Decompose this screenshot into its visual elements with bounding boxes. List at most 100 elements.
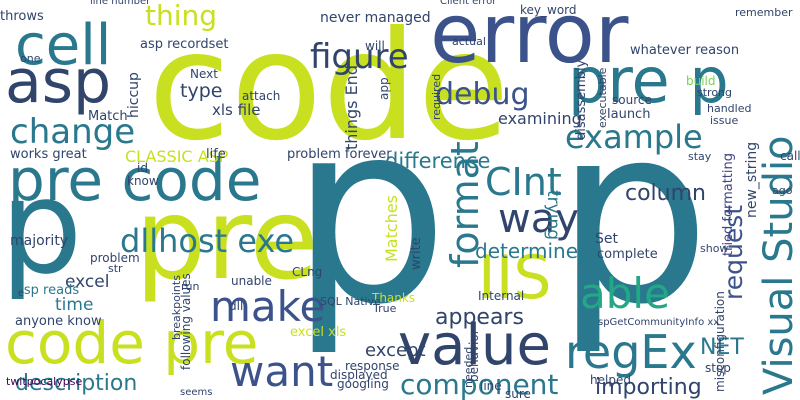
word: source (612, 93, 652, 107)
word: displayed (330, 368, 388, 382)
word: misconfiguration (713, 291, 727, 392)
word: ago (772, 184, 793, 197)
word: xls file (212, 101, 260, 119)
word: executable (596, 67, 609, 128)
word: never managed (320, 10, 431, 26)
word: request (719, 205, 748, 300)
word: line (480, 379, 502, 393)
word: whatever reason (630, 43, 739, 58)
word: disassembly (574, 59, 589, 140)
word: Visual Studio (756, 135, 800, 395)
word: asp recordset (140, 37, 229, 52)
word: debug (435, 77, 530, 112)
word: way (498, 196, 579, 242)
word: format (443, 141, 487, 268)
word: time (55, 295, 93, 315)
word: build (686, 74, 716, 88)
word: hiccup (126, 72, 142, 118)
word: pre (135, 175, 319, 305)
word: excel (65, 272, 109, 292)
word: will (365, 39, 385, 53)
word: life (206, 147, 226, 162)
word: regEx (565, 325, 697, 379)
word: behavior (467, 329, 481, 382)
word: importing (595, 375, 702, 400)
word: required (430, 74, 443, 120)
word: Asp reads (15, 283, 79, 298)
word: twitpocalypse (6, 375, 82, 388)
word: attach (242, 89, 280, 103)
word: str (108, 262, 123, 275)
word: CLng (292, 265, 322, 279)
word: launch (607, 107, 650, 122)
word: pre p (568, 44, 729, 117)
word: run (181, 280, 199, 293)
word: NET (700, 335, 744, 360)
word: sure (505, 387, 531, 400)
word: tried formatting (721, 153, 736, 256)
word: show (700, 242, 728, 255)
word: want (230, 347, 333, 396)
word: breakpoints (170, 275, 183, 340)
word: unable (231, 274, 272, 288)
word: except (365, 340, 426, 361)
word: complete (597, 247, 658, 262)
word: Next (190, 67, 218, 81)
word: anyone know (15, 314, 102, 329)
word: Match (88, 109, 128, 124)
word: p (0, 151, 83, 303)
word: pre code (8, 146, 261, 214)
word: CInt (485, 160, 562, 204)
word: example (565, 118, 703, 156)
word: change (10, 112, 135, 152)
word: code (148, 0, 510, 174)
word: Set (595, 231, 619, 247)
word: following values (179, 273, 193, 370)
word: response (345, 359, 400, 373)
word: examining (498, 109, 582, 128)
word: things End (342, 65, 361, 150)
word: able (580, 269, 670, 318)
word: figure (310, 37, 409, 77)
word: SQL Native (320, 295, 381, 308)
word: majority (10, 233, 68, 249)
word: trying (543, 190, 563, 240)
word: True (372, 302, 397, 315)
word: remember (735, 6, 793, 19)
word: actual (452, 35, 486, 48)
word: Client error (440, 0, 497, 7)
word: code pre (5, 309, 258, 377)
word: column (625, 181, 706, 206)
word: description (15, 371, 137, 396)
word: p (290, 68, 449, 359)
word: thing (145, 0, 217, 32)
word: line number (90, 0, 151, 7)
word: appears (435, 305, 524, 330)
word: value (398, 313, 551, 378)
word: e (18, 288, 24, 299)
word: dllhost exe (120, 222, 294, 260)
word: googling (337, 377, 389, 391)
word: error (430, 0, 629, 82)
word: component (400, 368, 558, 400)
word: id (137, 161, 148, 175)
word: problem forever (287, 147, 392, 162)
word: works great (10, 147, 87, 162)
word: make (210, 282, 325, 331)
word: strong (697, 86, 732, 99)
word: handled (707, 102, 751, 115)
word: call dbo (780, 149, 800, 163)
word: know (127, 174, 159, 188)
word: app (377, 77, 391, 100)
word: new_string (744, 142, 760, 218)
word: dll (229, 299, 243, 313)
word: helped (590, 373, 631, 387)
word: problem (90, 251, 140, 265)
word: key_word (520, 3, 577, 17)
word: throws (0, 9, 44, 24)
word: IIS (478, 243, 551, 313)
word: Thanks (371, 291, 415, 305)
word: issue (710, 114, 738, 127)
